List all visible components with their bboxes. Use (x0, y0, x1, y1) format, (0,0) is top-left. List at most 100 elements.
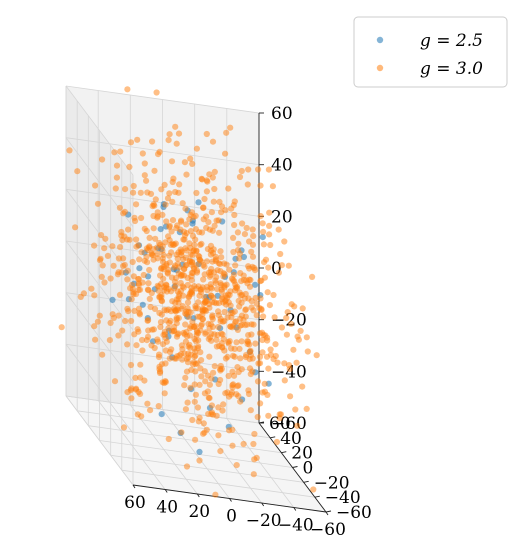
data-point-series-1 (189, 318, 196, 325)
data-point-series-1 (253, 312, 260, 319)
data-point-series-1 (238, 167, 245, 175)
data-point-series-1 (191, 398, 198, 405)
data-point-series-1 (202, 329, 209, 336)
data-point-series-1 (293, 359, 300, 366)
data-point-series-1 (238, 338, 245, 345)
data-point-series-1 (124, 267, 131, 274)
data-point-series-1 (216, 229, 223, 236)
data-point-series-1 (115, 312, 122, 319)
data-point-series-1 (286, 365, 293, 373)
data-point-series-1 (119, 327, 126, 334)
data-point-series-1 (144, 189, 151, 196)
data-point-series-1 (211, 168, 218, 175)
data-point-series-1 (226, 266, 233, 273)
data-point-series-1 (181, 382, 188, 389)
data-point-series-1 (109, 311, 116, 318)
data-point-series-1 (91, 323, 98, 330)
data-point-series-1 (194, 404, 201, 411)
y-tick-mark (270, 436, 276, 439)
data-point-series-1 (165, 137, 172, 144)
data-point-series-1 (127, 361, 135, 369)
data-point-series-1 (159, 379, 166, 386)
data-point-series-1 (92, 182, 99, 189)
x-tick-mark (229, 498, 232, 502)
data-point-series-1 (163, 307, 170, 314)
data-point-series-1 (172, 123, 179, 130)
data-point-series-1 (156, 293, 163, 300)
data-point-series-1 (115, 269, 122, 276)
data-point-series-1 (288, 301, 295, 308)
data-point-series-1 (255, 166, 262, 173)
x-tick-mark (261, 502, 265, 507)
data-point-series-1 (181, 159, 188, 166)
data-point-series-1 (222, 150, 229, 157)
data-point-series-1 (183, 171, 190, 178)
data-point-series-1 (205, 410, 212, 418)
data-point-series-1 (231, 198, 238, 205)
gridline-z-side (65, 240, 134, 331)
data-point-series-1 (215, 404, 222, 411)
legend-label-series-0: g = 2.5 (420, 31, 483, 51)
data-point-series-1 (203, 224, 210, 231)
data-point-series-1 (278, 324, 285, 331)
y-tick-label: 60 (269, 414, 291, 434)
data-point-series-1 (166, 222, 173, 229)
data-point-series-1 (259, 220, 266, 227)
data-point-series-1 (215, 312, 222, 319)
data-point-series-1 (220, 401, 227, 408)
data-point-series-1 (129, 281, 136, 288)
data-point-series-1 (273, 438, 280, 446)
data-point-series-1 (257, 400, 264, 407)
data-point-series-1 (74, 168, 81, 175)
data-point-series-1 (182, 321, 189, 328)
data-point-series-1 (266, 302, 273, 309)
data-point-series-1 (284, 309, 291, 316)
y-tick-label: −20 (314, 473, 350, 493)
data-point-series-1 (264, 289, 271, 296)
data-point-series-1 (258, 305, 265, 313)
data-point-series-1 (197, 241, 204, 248)
data-point-series-1 (155, 353, 163, 361)
data-point-series-1 (297, 327, 304, 334)
data-point-series-1 (234, 326, 241, 333)
data-point-series-1 (241, 231, 248, 238)
data-point-series-1 (203, 177, 210, 184)
z-tick-label: −60 (271, 414, 307, 434)
data-point-series-1 (252, 340, 259, 347)
data-point-series-1 (228, 205, 235, 212)
data-point-series-1 (201, 271, 208, 278)
data-point-series-1 (140, 271, 147, 279)
data-point-series-1 (201, 390, 208, 397)
data-point-series-1 (259, 336, 266, 344)
data-point-series-0 (157, 226, 164, 233)
gridline-y-floor (110, 454, 304, 483)
data-point-series-1 (110, 262, 117, 269)
data-point-series-1 (234, 364, 241, 371)
data-point-series-1 (189, 416, 196, 424)
data-point-series-1 (194, 329, 201, 336)
data-point-series-1 (209, 227, 216, 234)
data-point-series-1 (117, 244, 124, 251)
data-point-series-1 (183, 221, 190, 228)
y-tick-label: −60 (336, 503, 372, 523)
data-point-series-1 (231, 221, 238, 229)
data-point-series-1 (230, 248, 237, 256)
data-point-series-1 (254, 378, 262, 385)
data-point-series-1 (125, 308, 132, 315)
data-point-series-1 (281, 360, 288, 367)
data-point-series-1 (217, 367, 224, 374)
data-point-series-1 (227, 323, 234, 330)
data-point-series-1 (234, 383, 241, 390)
data-point-series-1 (130, 189, 137, 196)
data-point-series-1 (206, 353, 213, 360)
data-point-series-1 (198, 357, 205, 364)
data-point-series-1 (150, 201, 157, 208)
data-point-series-1 (129, 258, 136, 266)
data-point-series-1 (150, 212, 157, 220)
legend: g = 2.5 g = 3.0 (353, 16, 508, 88)
gridline-z-side (65, 292, 134, 382)
data-point-series-1 (94, 318, 101, 325)
data-point-series-1 (249, 241, 257, 248)
data-point-series-1 (139, 347, 146, 354)
data-point-series-1 (154, 250, 161, 257)
